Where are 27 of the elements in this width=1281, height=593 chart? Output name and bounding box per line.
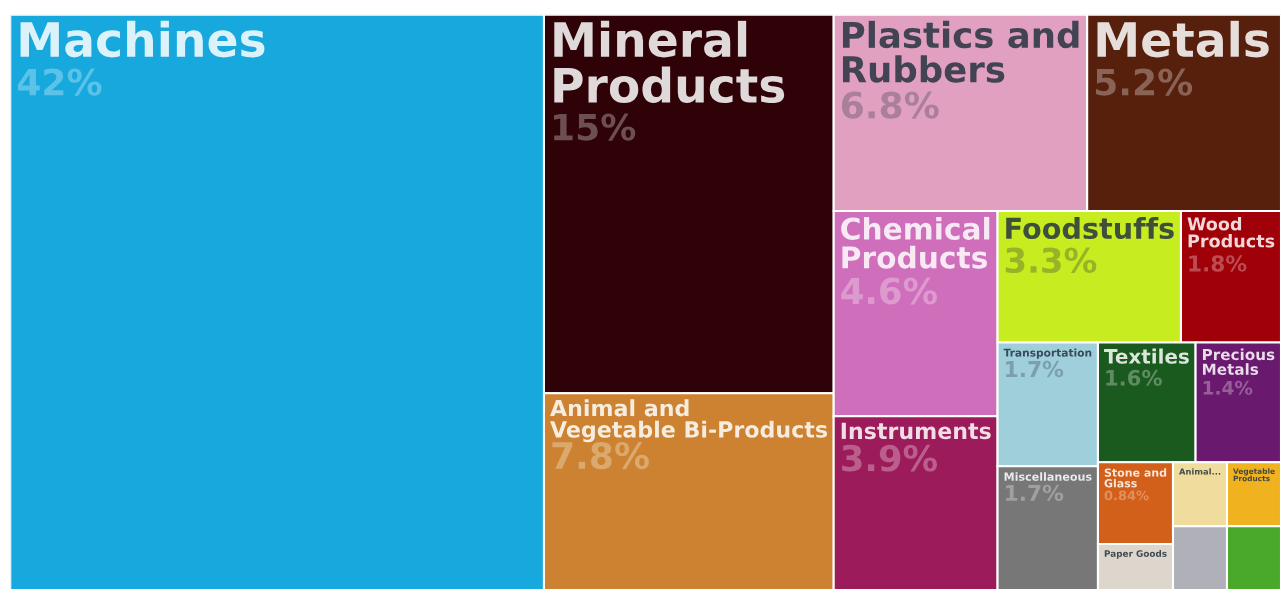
category-label: Machines <box>20 20 265 58</box>
category-label: Textiles <box>1104 348 1189 364</box>
category-label: Chemical Products <box>841 216 990 269</box>
data-label: 1.6% <box>1106 369 1162 386</box>
category-label: Animal and Vegetable Bi-Products <box>550 399 828 443</box>
category-label: Precious Metals <box>1202 348 1275 375</box>
data-label: 1.8% <box>1189 255 1247 272</box>
data-label: 1.4% <box>1203 380 1253 395</box>
data-label: 3.9% <box>842 444 938 472</box>
data-label: 7.8% <box>552 441 649 470</box>
category-label: Paper Goods <box>1104 550 1167 559</box>
data-label: 6.8% <box>841 91 939 119</box>
category-label: Wood Products <box>1187 216 1275 248</box>
category-label: Animal... <box>1179 468 1221 475</box>
category-label: Instruments <box>841 422 991 440</box>
data-label: 5.2% <box>1095 68 1193 96</box>
category-label: Metals <box>1097 20 1269 58</box>
data-label: 3.3% <box>1005 247 1097 274</box>
category-label: Stone and Glass <box>1104 468 1167 488</box>
category-label: Miscellaneous <box>1004 472 1092 481</box>
category-label: Mineral Products <box>554 20 785 104</box>
data-label: 42% <box>17 68 102 96</box>
data-label: 15% <box>554 113 636 141</box>
data-label: 0.84% <box>1104 490 1149 501</box>
category-label: Foodstuffs <box>1006 216 1174 240</box>
category-label: Plastics and Rubbers <box>842 20 1079 83</box>
category-label: Transportation <box>1003 348 1092 359</box>
